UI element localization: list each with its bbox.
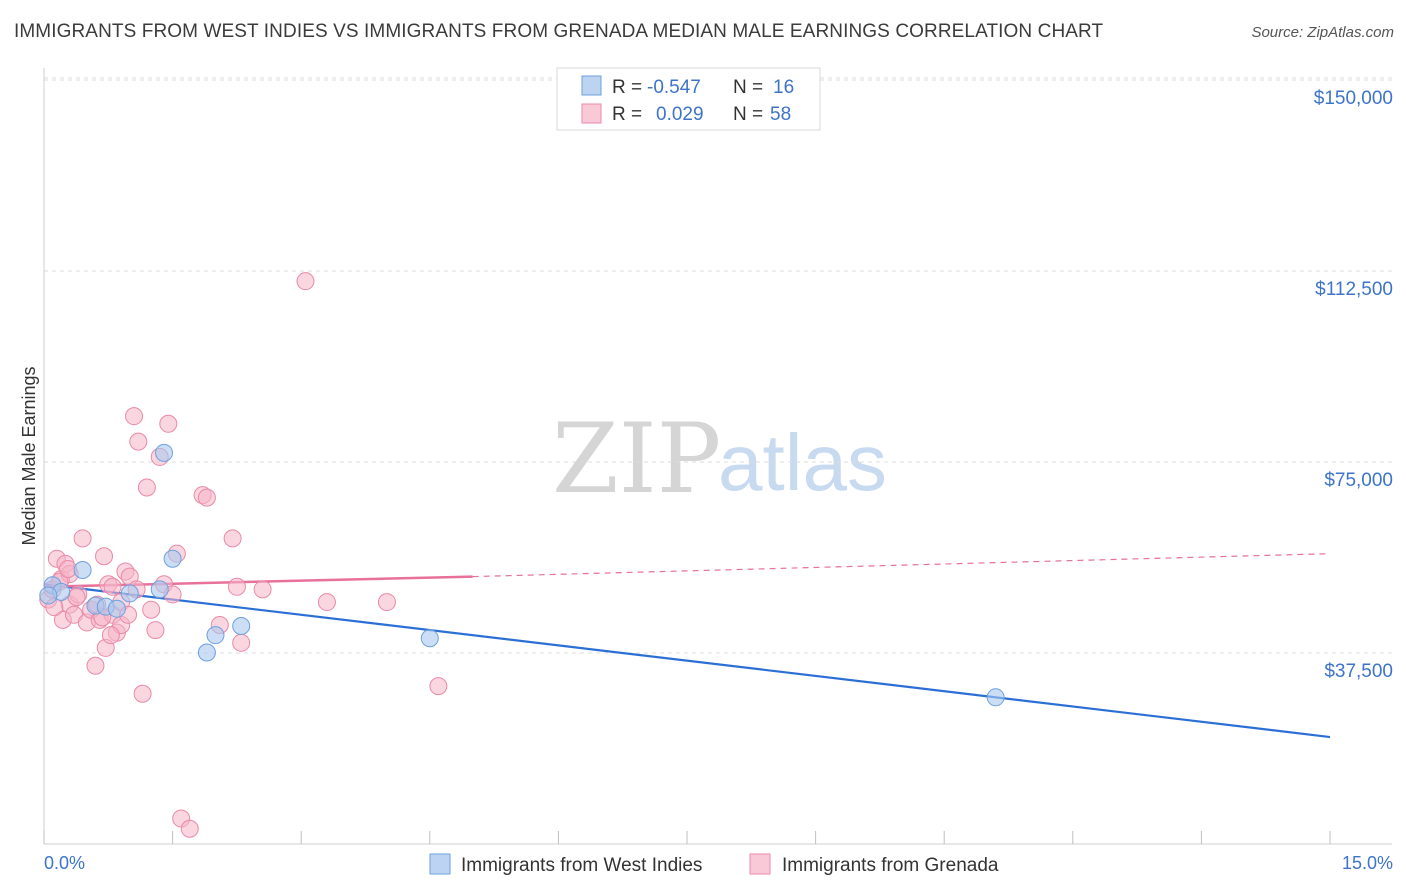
point-west-indies-13	[420, 629, 439, 648]
y-axis-title: Median Male Earnings	[19, 366, 39, 545]
y-tick-label-3: $150,000	[1314, 88, 1393, 109]
x-tick-label-min: 0.0%	[44, 853, 85, 873]
trend-line-grenada-extrapolated	[472, 553, 1331, 578]
legend-n-label-1: N =	[733, 77, 763, 98]
y-tick-label-2: $112,500	[1315, 279, 1393, 300]
point-west-indies-8	[155, 443, 174, 462]
point-grenada-31	[146, 621, 165, 640]
point-west-indies-15	[39, 586, 58, 605]
point-grenada-55	[101, 626, 120, 645]
source-credit: Source: ZipAtlas.com	[1251, 24, 1394, 41]
trend-line-west-indies	[43, 583, 1331, 739]
watermark-atlas: atlas	[718, 418, 887, 507]
point-grenada-29	[137, 478, 156, 497]
legend-r-label-2: R =	[612, 104, 642, 125]
legend-r-label-1: R =	[612, 77, 642, 98]
point-west-indies-7	[150, 580, 169, 599]
legend-n-label-2: N =	[733, 104, 763, 125]
point-west-indies-6	[120, 584, 139, 603]
legend-swatch-blue	[581, 75, 602, 96]
point-grenada-19	[103, 577, 122, 596]
point-grenada-30	[142, 600, 161, 619]
y-tick-label-1: $75,000	[1324, 470, 1393, 491]
point-west-indies-12	[232, 617, 251, 636]
point-west-indies-11	[206, 626, 225, 645]
point-grenada-44	[232, 633, 251, 652]
legend-r-value-2: 0.029	[656, 104, 704, 125]
data-points	[39, 272, 1005, 838]
point-grenada-48	[377, 593, 396, 612]
point-grenada-46	[296, 272, 315, 291]
point-grenada-10	[73, 529, 92, 548]
series-legend-label-west-indies: Immigrants from West Indies	[461, 855, 702, 876]
point-west-indies-14	[986, 688, 1005, 707]
series-legend: Immigrants from West Indies Immigrants f…	[429, 853, 999, 876]
point-grenada-27	[129, 432, 148, 451]
axes	[43, 68, 1392, 845]
x-ticks	[43, 831, 1331, 844]
y-tick-labels: $37,500 $75,000 $112,500 $150,000	[1314, 88, 1393, 682]
point-west-indies-9	[163, 549, 182, 568]
stats-legend: R = -0.547 N = 16 R = 0.029 N = 58	[556, 67, 821, 131]
point-grenada-42	[223, 529, 242, 548]
y-tick-label-0: $37,500	[1324, 661, 1393, 682]
grid-lines	[44, 77, 1392, 654]
legend-r-value-1: -0.547	[647, 77, 701, 98]
legend-n-value-2: 58	[770, 104, 791, 125]
point-west-indies-2	[73, 560, 92, 579]
point-grenada-16	[95, 547, 114, 566]
series-legend-swatch-blue	[429, 853, 451, 875]
point-grenada-40	[197, 488, 216, 507]
point-grenada-13	[86, 656, 105, 675]
legend-n-value-1: 16	[773, 77, 794, 98]
point-grenada-34	[159, 414, 178, 433]
point-west-indies-10	[197, 643, 216, 662]
point-grenada-26	[125, 407, 144, 426]
x-tick-label-max: 15.0%	[1342, 853, 1393, 873]
point-grenada-43	[227, 577, 246, 596]
point-grenada-45	[253, 580, 272, 599]
point-grenada-53	[67, 587, 86, 606]
point-grenada-28	[133, 684, 152, 703]
point-grenada-49	[429, 677, 448, 696]
point-west-indies-5	[107, 599, 126, 618]
chart-title: IMMIGRANTS FROM WEST INDIES VS IMMIGRANT…	[14, 21, 1104, 42]
point-grenada-38	[180, 819, 199, 838]
point-grenada-47	[317, 593, 336, 612]
legend-swatch-pink	[581, 103, 602, 124]
watermark-zip: ZIP	[552, 403, 721, 515]
series-legend-label-grenada: Immigrants from Grenada	[782, 855, 999, 876]
series-legend-swatch-pink	[749, 853, 771, 875]
